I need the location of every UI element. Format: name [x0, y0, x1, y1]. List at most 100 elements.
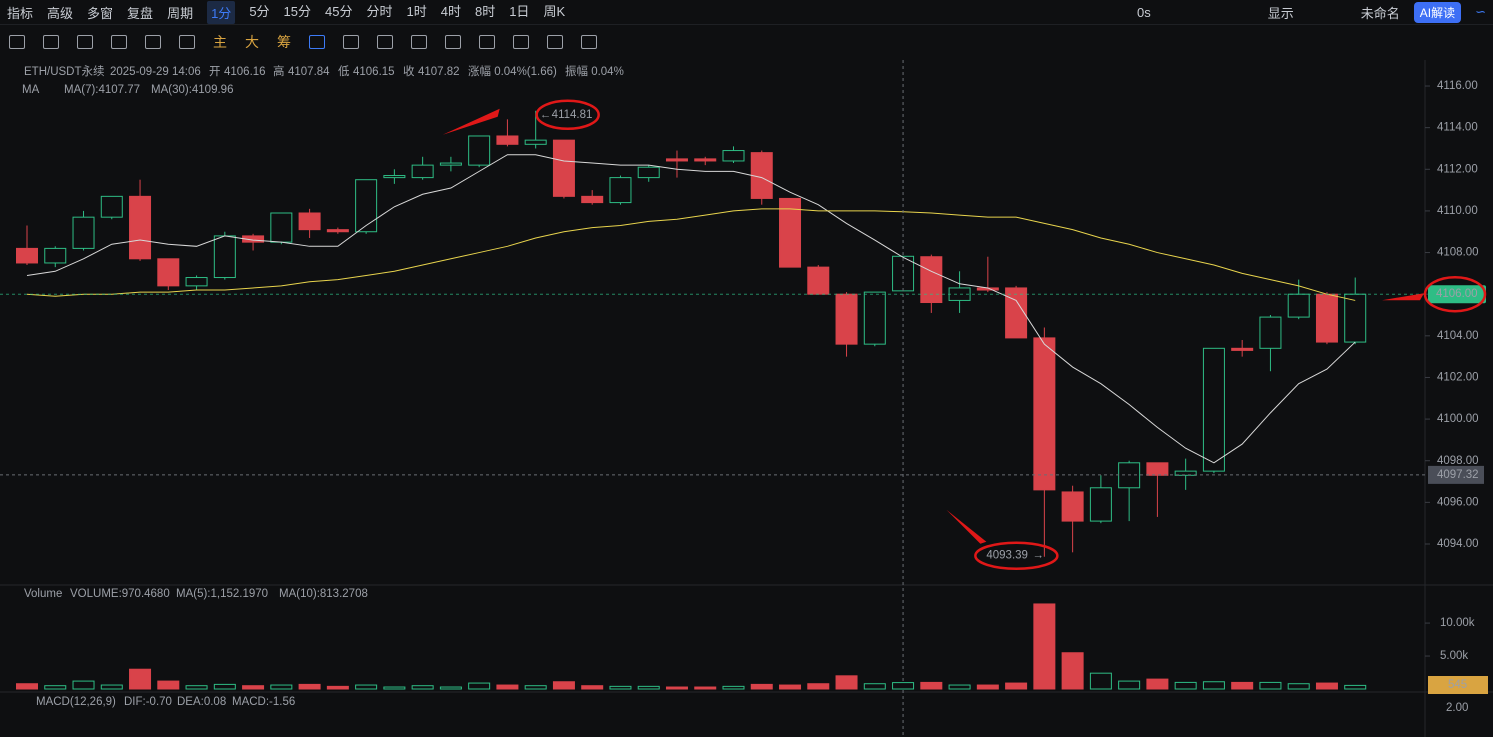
last-price-label: 4106.00 — [1436, 288, 1478, 300]
volume-bar — [722, 685, 745, 690]
tool-icon[interactable] — [343, 35, 359, 49]
y-tick-label: 4098.00 — [1437, 455, 1479, 467]
volume-bar — [1202, 681, 1225, 690]
volume-bar — [948, 684, 971, 690]
info-text: 涨幅 0.04%(1.66) — [468, 65, 557, 78]
volume-bar — [439, 686, 462, 690]
drawing-toolbar: 主 大 筹 — [0, 25, 1493, 59]
volume-bar — [609, 685, 632, 690]
tool-icon[interactable] — [513, 35, 529, 49]
toolbar-button[interactable]: 高级 — [47, 5, 74, 21]
candle-body — [157, 258, 180, 287]
tool-icon[interactable] — [179, 35, 195, 49]
highlight-circle — [1423, 275, 1487, 313]
tool-icon[interactable] — [377, 35, 393, 49]
candle-body — [355, 179, 378, 233]
info-text: 低 — [338, 65, 350, 78]
tool-icon[interactable] — [77, 35, 93, 49]
tool-icon[interactable] — [547, 35, 563, 49]
tool-icon[interactable] — [581, 35, 597, 49]
toolbar-button[interactable]: 指标 — [7, 5, 34, 21]
candle-body — [581, 195, 604, 204]
volume-bar — [213, 683, 236, 690]
interval-button[interactable]: 1时 — [406, 3, 427, 19]
volume-title: Volume — [24, 588, 62, 600]
tool-icon[interactable] — [9, 35, 25, 49]
volume-last-label: 545 — [1448, 679, 1467, 691]
candle-body — [326, 229, 349, 233]
y-tick-label: 4112.00 — [1437, 163, 1478, 175]
candle-body — [129, 195, 152, 260]
info-text: 高 — [273, 64, 285, 78]
candle-body — [1033, 337, 1056, 491]
candle-body — [1259, 316, 1282, 349]
tool-icon[interactable] — [411, 35, 427, 49]
layout-name[interactable]: 未命名 — [1360, 5, 1400, 21]
tool-icon[interactable] — [43, 35, 59, 49]
interval-button[interactable]: 分时 — [366, 3, 393, 19]
candle-body — [835, 293, 858, 345]
toolbar-button[interactable]: 周期 — [167, 5, 194, 21]
highlight-circle — [535, 99, 600, 131]
candle-body — [1061, 491, 1084, 522]
tool-icon[interactable] — [111, 35, 127, 49]
tool-text[interactable]: 主 — [213, 34, 227, 50]
tool-icon[interactable] — [145, 35, 161, 49]
tool-icon[interactable] — [309, 35, 325, 49]
toolbar-button[interactable]: 多窗 — [87, 5, 114, 21]
interval-button[interactable]: 45分 — [325, 3, 353, 19]
volume-bar — [44, 685, 67, 690]
volume-bar — [1118, 680, 1141, 690]
tool-icon[interactable] — [479, 35, 495, 49]
tool-text[interactable]: 大 — [245, 34, 259, 50]
crosshair-tag — [1428, 465, 1484, 484]
volume-bar — [242, 685, 265, 690]
toolbar-right: 0s 显示 未命名 AI解读 ∽ — [1130, 1, 1493, 23]
candle-body — [552, 139, 575, 197]
macd-dif: DIF:-0.70 — [124, 696, 172, 708]
display-button[interactable]: 显示 — [1267, 5, 1294, 21]
interval-button[interactable]: 周K — [543, 3, 566, 19]
ai-button[interactable]: AI解读 — [1413, 1, 1462, 23]
volume-bar — [1259, 681, 1282, 690]
volume-bar — [496, 684, 519, 690]
volume-bar — [1089, 672, 1112, 690]
interval-button[interactable]: 8时 — [474, 3, 496, 19]
candle-body — [298, 212, 321, 231]
tool-text[interactable]: 筹 — [277, 34, 291, 50]
candle-body — [1231, 347, 1254, 351]
candle-body — [1202, 347, 1225, 472]
toolbar-button[interactable]: 复盘 — [127, 5, 154, 21]
interval-button[interactable]: 15分 — [283, 3, 312, 19]
interval-button[interactable]: 4时 — [440, 3, 461, 19]
volume-bar — [411, 685, 434, 690]
info-text: 4107.82 — [418, 66, 460, 78]
candle-body — [1174, 470, 1197, 476]
volume-bar — [524, 685, 547, 690]
interval-button[interactable]: 1分 — [207, 0, 236, 24]
volume-bar — [383, 686, 406, 690]
interval-button[interactable]: 1日 — [509, 3, 530, 19]
volume-bar — [637, 685, 660, 690]
info-text: ETH/USDT永续 — [24, 64, 105, 78]
y-tick-label: 4104.00 — [1437, 330, 1479, 342]
info-text: 4106.16 — [224, 66, 266, 78]
candle-body — [1146, 462, 1169, 476]
y-tick-label: 4100.00 — [1437, 413, 1479, 425]
candle-body — [44, 247, 67, 264]
y-tick-label: 4094.00 — [1437, 538, 1479, 550]
candle-body — [270, 212, 293, 243]
y-tick-label: 4096.00 — [1437, 496, 1479, 508]
candle-body — [694, 158, 717, 162]
y-tick-label: 10.00k — [1440, 617, 1475, 629]
info-text: 4107.84 — [288, 66, 330, 78]
candle-body — [1005, 287, 1028, 339]
candle-body — [185, 277, 208, 287]
crosshair-label: 4097.32 — [1437, 469, 1479, 481]
tool-icon[interactable] — [445, 35, 461, 49]
share-icon[interactable]: ∽ — [1475, 4, 1486, 19]
ma-title: MA — [22, 84, 40, 96]
candle-body — [863, 291, 886, 345]
interval-button[interactable]: 5分 — [249, 3, 270, 19]
